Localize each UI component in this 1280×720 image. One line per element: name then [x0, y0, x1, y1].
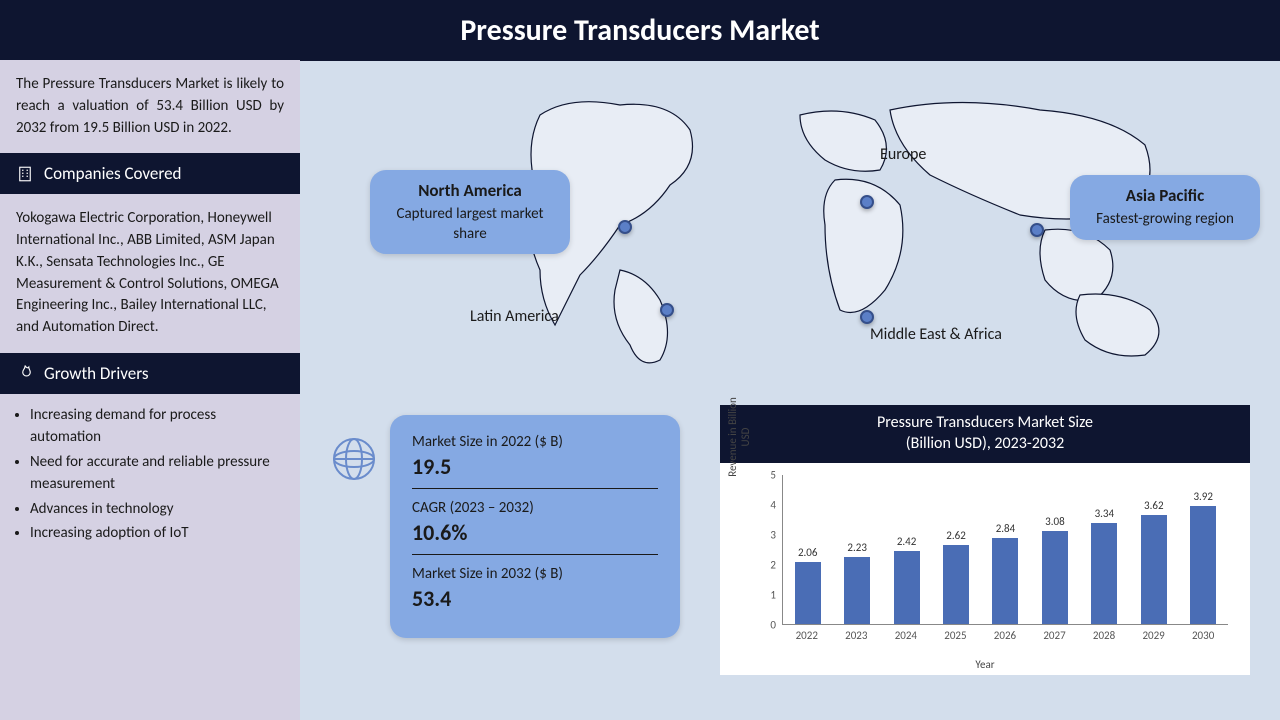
stat-value: 53.4 — [412, 585, 658, 612]
bar — [795, 562, 821, 624]
region-callout: Asia Pacific Fastest-growing region — [1070, 175, 1260, 240]
y-tick: 0 — [770, 618, 776, 631]
chart-x-axis-label: Year — [720, 658, 1250, 671]
bar-value-label: 2.23 — [847, 541, 867, 554]
bar — [992, 538, 1018, 623]
bar-column: 2.84 — [984, 522, 1026, 623]
bar-value-label: 3.92 — [1193, 490, 1213, 503]
stat-label: Market Size in 2022 ($ B) — [412, 433, 658, 451]
bar — [1141, 515, 1167, 624]
callout-title: North America — [388, 180, 552, 201]
sidebar: The Pressure Transducers Market is likel… — [0, 60, 300, 720]
world-map-region: Europe Latin America Middle East & Africa N… — [330, 75, 1250, 385]
companies-header: Companies Covered — [0, 153, 300, 194]
bar-column: 3.92 — [1182, 490, 1224, 624]
y-tick: 3 — [770, 528, 776, 541]
chart-title-line2: (Billion USD), 2023-2032 — [906, 434, 1064, 453]
bar-value-label: 3.62 — [1144, 499, 1164, 512]
chart-title: Pressure Transducers Market Size (Billio… — [720, 405, 1250, 463]
chart-x-labels: 2022 2023 2024 2025 2026 2027 2028 2029 2030 — [782, 629, 1228, 642]
driver-item: Increasing adoption of IoT — [30, 522, 284, 545]
region-label: Europe — [880, 145, 926, 164]
chart-body: Revenue in BillionUSD 012345 2.062.232.4… — [720, 463, 1250, 675]
stat-value: 19.5 — [412, 453, 658, 480]
region-label: Middle East & Africa — [870, 325, 1002, 344]
region-label: Latin America — [470, 307, 559, 326]
drivers-header: Growth Drivers — [0, 353, 300, 394]
chart-panel: Pressure Transducers Market Size (Billio… — [720, 405, 1250, 675]
bar — [844, 557, 870, 624]
bar-value-label: 3.34 — [1095, 507, 1115, 520]
callout-subtitle: Captured largest market share — [388, 205, 552, 244]
main-content: Europe Latin America Middle East & Africa N… — [300, 60, 1280, 720]
driver-item: Need for accurate and reliable pressure … — [30, 451, 284, 496]
building-icon — [16, 165, 34, 183]
y-tick: 4 — [770, 498, 776, 511]
y-tick: 2 — [770, 558, 776, 571]
bar — [894, 551, 920, 624]
flame-icon — [16, 364, 34, 382]
stat-label: Market Size in 2032 ($ B) — [412, 565, 658, 583]
bar-column: 2.23 — [836, 541, 878, 624]
bar-value-label: 2.62 — [946, 529, 966, 542]
chart-y-axis-label: Revenue in BillionUSD — [726, 377, 752, 497]
bar-value-label: 2.84 — [996, 522, 1016, 535]
callout-subtitle: Fastest-growing region — [1088, 210, 1242, 230]
bar-column: 3.08 — [1034, 515, 1076, 623]
chart-y-ticks: 012345 — [758, 475, 780, 625]
x-tick-label: 2029 — [1133, 629, 1175, 642]
x-tick-label: 2022 — [786, 629, 828, 642]
stat-value: 10.6% — [412, 519, 658, 546]
bar-column: 2.62 — [935, 529, 977, 624]
drivers-list: Increasing demand for process automation… — [0, 394, 300, 557]
bar — [1042, 531, 1068, 623]
chart-bars: 2.06 2.23 2.42 2.62 2.84 3.08 3.34 3.62 3.92 — [782, 475, 1228, 625]
x-tick-label: 2028 — [1083, 629, 1125, 642]
x-tick-label: 2030 — [1182, 629, 1224, 642]
companies-header-label: Companies Covered — [44, 163, 182, 184]
chart-title-line1: Pressure Transducers Market Size — [877, 413, 1093, 432]
bar-value-label: 3.08 — [1045, 515, 1065, 528]
x-tick-label: 2024 — [885, 629, 927, 642]
map-pin — [1030, 223, 1044, 237]
page-title: Pressure Transducers Market — [0, 0, 1280, 61]
bar-value-label: 2.42 — [897, 535, 917, 548]
bar-value-label: 2.06 — [798, 546, 818, 559]
stat-divider — [412, 554, 658, 555]
bar — [1190, 506, 1216, 624]
y-tick: 1 — [770, 588, 776, 601]
map-pin — [660, 303, 674, 317]
map-pin — [860, 310, 874, 324]
bar-column: 3.34 — [1083, 507, 1125, 623]
map-pin — [860, 195, 874, 209]
x-tick-label: 2025 — [934, 629, 976, 642]
region-callout: North America Captured largest market sha… — [370, 170, 570, 254]
stat-label: CAGR (2023 – 2032) — [412, 499, 658, 517]
bar-column: 2.06 — [787, 546, 829, 624]
map-pin — [618, 220, 632, 234]
driver-item: Increasing demand for process automation — [30, 404, 284, 449]
bar — [943, 545, 969, 624]
x-tick-label: 2023 — [835, 629, 877, 642]
bar-column: 3.62 — [1133, 499, 1175, 624]
bar-column: 2.42 — [886, 535, 928, 624]
globe-icon — [330, 435, 378, 483]
stats-panel: Market Size in 2022 ($ B) 19.5 CAGR (2023 … — [390, 415, 680, 638]
callout-title: Asia Pacific — [1088, 185, 1242, 206]
intro-text: The Pressure Transducers Market is likel… — [0, 60, 300, 153]
x-tick-label: 2027 — [1034, 629, 1076, 642]
drivers-header-label: Growth Drivers — [44, 363, 148, 384]
companies-list: Yokogawa Electric Corporation, Honeywell… — [0, 194, 300, 353]
x-tick-label: 2026 — [984, 629, 1026, 642]
y-tick: 5 — [770, 468, 776, 481]
driver-item: Advances in technology — [30, 498, 284, 521]
bar — [1091, 523, 1117, 623]
stat-divider — [412, 488, 658, 489]
